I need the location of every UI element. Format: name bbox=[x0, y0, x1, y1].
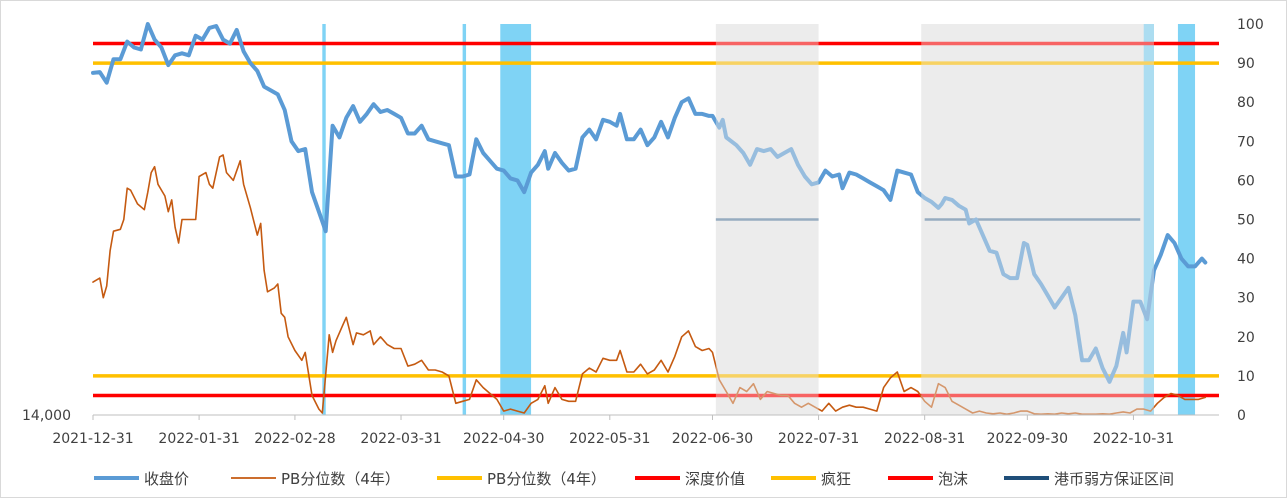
right-tick-label-3: 30 bbox=[1237, 291, 1255, 307]
series-lines bbox=[91, 22, 1208, 415]
right-tick-label-4: 40 bbox=[1237, 252, 1255, 268]
legend-label-0: 收盘价 bbox=[144, 470, 189, 488]
x-tick-label-7: 2022-07-31 bbox=[778, 431, 859, 447]
gray-fade-1 bbox=[921, 24, 1154, 415]
x-tick-label-5: 2022-05-31 bbox=[569, 431, 650, 447]
x-tick-label-2: 2022-02-28 bbox=[254, 431, 335, 447]
series-line-1 bbox=[92, 154, 1207, 415]
right-tick-label-0: 0 bbox=[1237, 408, 1246, 424]
right-tick-label-8: 80 bbox=[1237, 95, 1255, 111]
x-tick-label-4: 2022-04-30 bbox=[463, 431, 544, 447]
blue-band-1 bbox=[462, 24, 467, 415]
blue-band-3 bbox=[1143, 24, 1154, 415]
legend: 收盘价 PB分位数（4年） PB分位数（4年） 深度价值 疯狂 泡沫 港币弱方保证区间 bbox=[94, 470, 1174, 488]
legend-label-5: 泡沫 bbox=[938, 470, 968, 488]
right-tick-label-5: 50 bbox=[1237, 213, 1255, 229]
right-tick-label-10: 100 bbox=[1237, 17, 1264, 33]
blue-band-4 bbox=[1177, 24, 1196, 415]
right-tick-label-1: 10 bbox=[1237, 369, 1255, 385]
gray-fade-0 bbox=[715, 24, 819, 415]
legend-label-2: PB分位数（4年） bbox=[487, 470, 606, 488]
right-tick-label-6: 60 bbox=[1237, 173, 1255, 189]
axes: 2021-12-31 2022-01-31 2022-02-28 2022-03-31… bbox=[22, 17, 1264, 447]
x-tick-label-9: 2022-09-30 bbox=[987, 431, 1068, 447]
x-tick-label-1: 2022-01-31 bbox=[158, 431, 239, 447]
x-tick-label-3: 2022-03-31 bbox=[360, 431, 441, 447]
blue-band-0 bbox=[322, 24, 326, 415]
right-tick-label-2: 20 bbox=[1237, 330, 1255, 346]
legend-label-3: 深度价值 bbox=[685, 470, 745, 488]
x-tick-label-0: 2021-12-31 bbox=[52, 431, 133, 447]
x-tick-label-10: 2022-10-31 bbox=[1093, 431, 1174, 447]
legend-label-1: PB分位数（4年） bbox=[281, 470, 400, 488]
x-tick-label-6: 2022-06-30 bbox=[672, 431, 753, 447]
right-tick-label-7: 70 bbox=[1237, 134, 1255, 150]
reference-lines bbox=[93, 41, 1219, 398]
legend-label-4: 疯狂 bbox=[821, 470, 851, 488]
fade-overlay bbox=[715, 24, 1154, 415]
legend-label-6: 港币弱方保证区间 bbox=[1054, 470, 1174, 488]
series-line-0 bbox=[91, 22, 1208, 384]
left-tick-label-0: 14,000 bbox=[22, 408, 71, 424]
blue-band-2 bbox=[500, 24, 532, 415]
x-tick-label-8: 2022-08-31 bbox=[884, 431, 965, 447]
right-tick-label-9: 90 bbox=[1237, 56, 1255, 72]
